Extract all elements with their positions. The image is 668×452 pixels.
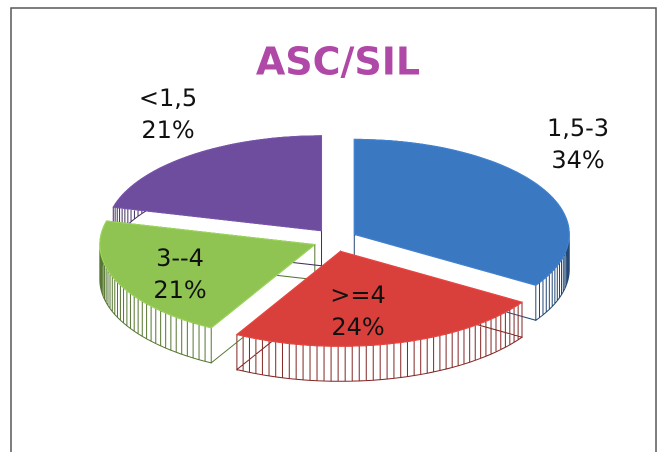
slice [353, 138, 570, 286]
frame [10, 7, 657, 452]
chart-title: ASC/SIL [256, 40, 420, 84]
slice-value-label: 24% [331, 313, 384, 341]
slice-label: >=4 [330, 281, 386, 309]
slice [99, 220, 317, 329]
slice-label: 1,5-3 [547, 114, 609, 142]
slice-value-label: 21% [153, 276, 206, 304]
slice [235, 250, 524, 347]
slice-value-label: 21% [141, 116, 194, 144]
slice [112, 135, 323, 232]
slice-label: <1,5 [139, 84, 197, 112]
slice-value-label: 34% [551, 146, 604, 174]
slice-label: 3--4 [156, 244, 204, 272]
